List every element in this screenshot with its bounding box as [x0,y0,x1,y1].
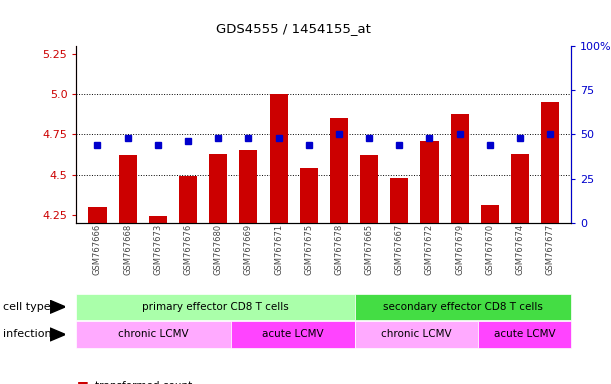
Text: cell type: cell type [3,302,51,312]
Text: GDS4555 / 1454155_at: GDS4555 / 1454155_at [216,22,371,35]
Text: secondary effector CD8 T cells: secondary effector CD8 T cells [383,302,543,312]
Bar [119,155,137,223]
Text: infection: infection [3,329,52,339]
Bar [269,94,288,223]
Bar [149,216,167,223]
Polygon shape [50,328,65,341]
Text: primary effector CD8 T cells: primary effector CD8 T cells [142,302,289,312]
Bar [89,207,106,223]
Bar [179,176,197,223]
Text: acute LCMV: acute LCMV [494,329,555,339]
Text: acute LCMV: acute LCMV [262,329,324,339]
Bar [299,168,318,223]
Text: chronic LCMV: chronic LCMV [119,329,189,339]
Bar [450,114,469,223]
Text: ■: ■ [76,379,88,384]
Bar [541,102,559,223]
Text: chronic LCMV: chronic LCMV [381,329,452,339]
Bar [420,141,439,223]
Bar [209,154,227,223]
Bar [360,155,378,223]
Text: transformed count: transformed count [95,381,192,384]
Bar [511,154,529,223]
Bar [330,118,348,223]
Bar [481,205,499,223]
Polygon shape [50,300,65,313]
Bar [240,151,257,223]
Bar [390,178,408,223]
